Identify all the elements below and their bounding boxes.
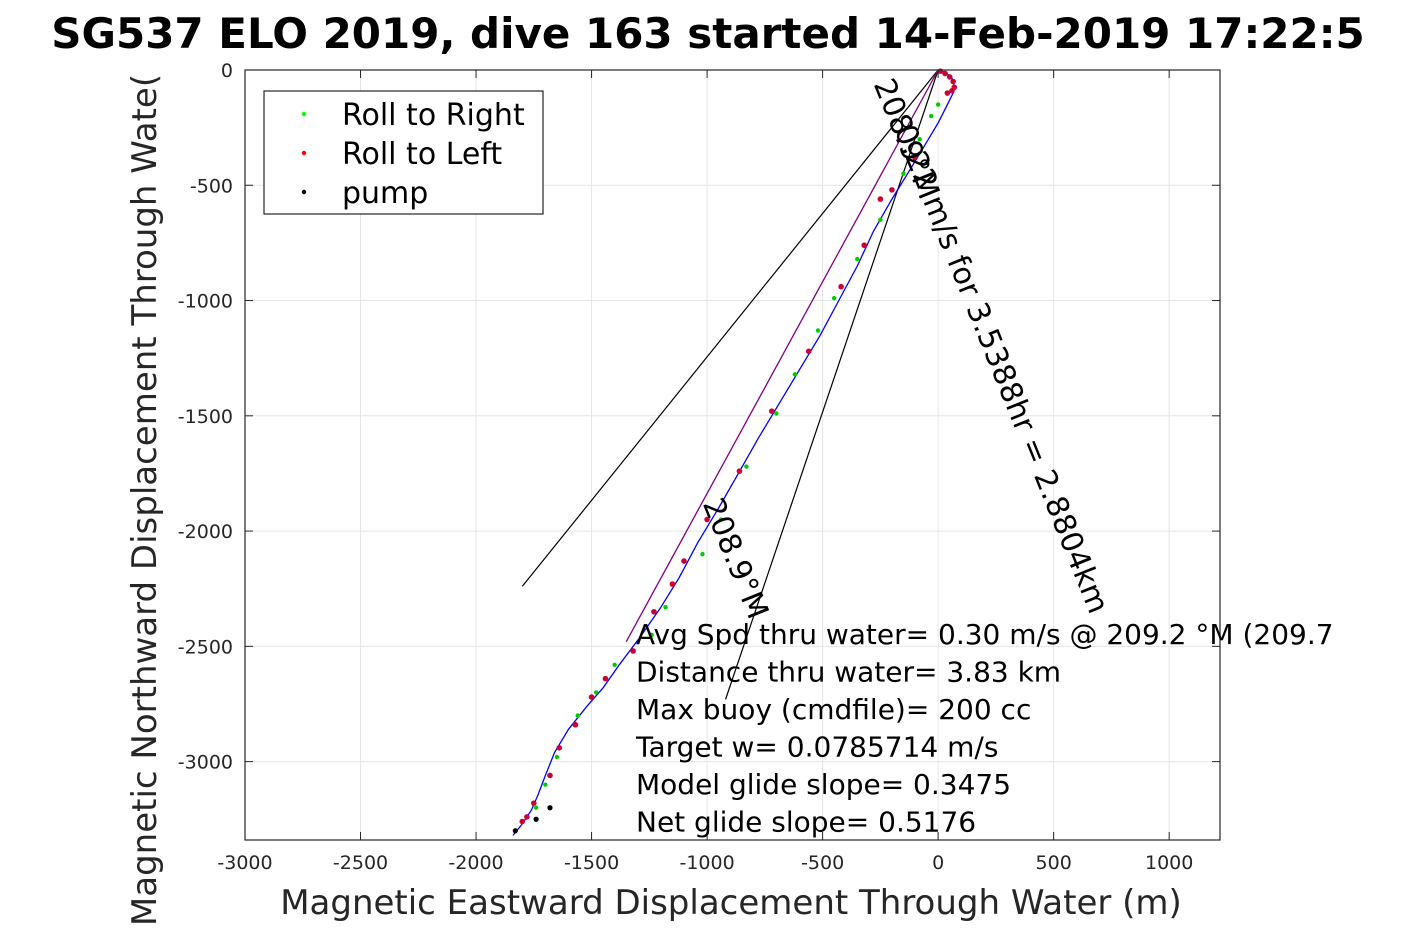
x-tick-label: -1000 [679, 852, 734, 874]
legend-label: pump [342, 176, 428, 211]
dive-track [512, 69, 955, 836]
grid-lines [244, 69, 1220, 840]
x-tick-labels: -3000 -2500 -2000 -1500 -1000 -500 0 500 1000 [217, 852, 1193, 874]
roll-left-point [704, 516, 710, 523]
roll-right-point [718, 517, 724, 522]
axes-frame [244, 69, 1221, 841]
y-tick-label: -500 [190, 175, 233, 197]
roll-left-point [736, 468, 743, 474]
roll-right-point [917, 136, 922, 142]
wedge-line [521, 69, 939, 587]
roll-left-point [877, 196, 884, 202]
roll-right-point [855, 256, 860, 262]
y-tick-label: -1000 [178, 291, 233, 313]
y-tick-label: -2000 [178, 521, 233, 543]
roll-left-point [942, 70, 948, 77]
y-tick-label: 0 [221, 60, 233, 82]
annotation-line: Distance thru water= 3.83 km [636, 656, 1061, 689]
roll-right-point [935, 102, 941, 107]
y-tick-label: -1500 [178, 406, 233, 428]
roll-left-point [861, 242, 867, 249]
roll-right-point [744, 464, 749, 469]
roll-right-point [878, 217, 883, 223]
course-line [625, 69, 939, 643]
x-tick-label: -2000 [448, 852, 503, 874]
y-tick-labels: 0 -500 -1000 -1500 -2000 -2500 -3000 [178, 60, 233, 774]
roll-left-point [944, 90, 951, 96]
roll-right-point [575, 713, 580, 718]
chart-title: SG537 ELO 2019, dive 163 started 14-Feb-… [51, 9, 1364, 58]
roll-right-point [593, 690, 599, 695]
annotation-line: Avg Spd thru water= 0.30 m/s @ 209.2 °M … [636, 618, 1334, 651]
roll-right-point [792, 372, 798, 377]
course-line-segment [625, 69, 939, 643]
roll-left-point [602, 675, 609, 682]
roll-left-point [547, 772, 553, 779]
roll-right-point [700, 551, 705, 557]
legend-box [263, 90, 544, 215]
x-tick-label: 500 [1036, 852, 1072, 874]
legend-label: Roll to Left [342, 137, 502, 172]
x-tick-label: -500 [801, 852, 844, 874]
roll-right-point [815, 328, 821, 333]
roll-left-point [950, 78, 956, 85]
roll-left-point [805, 348, 812, 355]
roll-left-point [768, 408, 775, 414]
axes-box [244, 69, 1221, 841]
roll-left-point [651, 608, 657, 615]
roll-left-point [946, 74, 953, 80]
roll-left-point [681, 558, 687, 564]
roll-right-point [774, 411, 779, 416]
legend-marker [301, 150, 307, 156]
pump-point [533, 816, 539, 822]
annotation-line: Target w= 0.0785714 m/s [635, 731, 998, 764]
roll-left-point [889, 187, 895, 193]
roll-left-point [556, 744, 563, 751]
y-tick-label: -3000 [178, 752, 233, 774]
legend-marker [301, 189, 307, 195]
legend-label: Roll to Right [342, 98, 525, 133]
roll-left-point [838, 283, 844, 290]
annotation-line: Model glide slope= 0.3475 [636, 768, 1011, 801]
annotation-line: Max buoy (cmdfile)= 200 cc [636, 693, 1031, 726]
roll-right-point [901, 171, 906, 176]
x-tick-label: -1500 [564, 852, 619, 874]
x-tick-label: -3000 [217, 852, 272, 874]
y-tick-label: -2500 [178, 636, 233, 658]
pump-point [547, 805, 553, 811]
roll-right-point [554, 754, 560, 760]
marker-points [512, 68, 958, 834]
roll-left-point [588, 694, 595, 700]
legend-marker [301, 111, 307, 117]
roll-right-point [649, 632, 654, 638]
roll-left-point [912, 154, 918, 161]
roll-right-point [533, 805, 539, 810]
roll-right-point [543, 782, 548, 787]
roll-left-point [524, 814, 530, 820]
x-tick-label: 1000 [1145, 852, 1193, 874]
roll-left-point [669, 581, 676, 587]
roll-right-point [928, 113, 934, 119]
y-axis-label: Magnetic Northward Displacement Through … [125, 74, 165, 926]
annotation-block: Avg Spd thru water= 0.30 m/s @ 209.2 °M … [635, 618, 1334, 839]
x-axis-label: Magnetic Eastward Displacement Through W… [280, 883, 1182, 923]
x-tick-label: 0 [932, 852, 944, 874]
roll-left-point [572, 721, 579, 728]
roll-left-point [519, 818, 526, 825]
track-line [512, 69, 955, 836]
roll-right-point [663, 604, 668, 610]
roll-left-point [949, 87, 955, 94]
roll-left-point [531, 800, 537, 806]
legend: Roll to Right Roll to Left pump [263, 90, 544, 215]
pump-point [512, 828, 518, 834]
x-tick-label: -2500 [333, 852, 388, 874]
roll-right-point [612, 662, 617, 667]
roll-right-point [831, 296, 837, 301]
roll-left-point [630, 648, 636, 654]
annotation-line: Net glide slope= 0.5176 [636, 806, 976, 839]
